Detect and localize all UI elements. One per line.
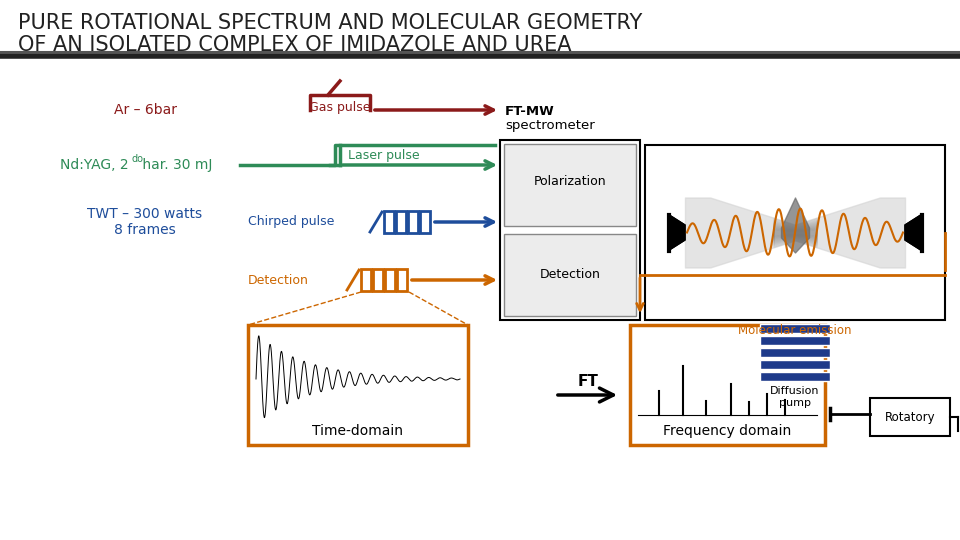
Bar xyxy=(760,348,830,357)
Bar xyxy=(760,348,830,357)
Text: Ar – 6bar: Ar – 6bar xyxy=(113,103,177,117)
Text: do: do xyxy=(131,154,143,164)
Text: Detection: Detection xyxy=(540,268,600,281)
Text: Detection: Detection xyxy=(248,273,309,287)
Bar xyxy=(408,211,418,233)
Bar xyxy=(420,211,430,233)
Bar xyxy=(396,211,406,233)
Text: Nd:YAG, 2: Nd:YAG, 2 xyxy=(60,158,129,172)
Text: Frequency domain: Frequency domain xyxy=(663,424,792,438)
FancyBboxPatch shape xyxy=(504,234,636,316)
Text: Laser pulse: Laser pulse xyxy=(348,148,420,161)
Bar xyxy=(760,372,830,381)
Text: Molecular emission: Molecular emission xyxy=(738,324,852,337)
Text: har. 30 mJ: har. 30 mJ xyxy=(138,158,212,172)
Bar xyxy=(760,336,830,345)
Bar xyxy=(397,269,407,291)
Text: Diffusion
pump: Diffusion pump xyxy=(770,386,820,408)
Text: FT-MW: FT-MW xyxy=(505,105,555,118)
Bar xyxy=(760,336,830,345)
Text: Polarization: Polarization xyxy=(534,175,607,188)
Polygon shape xyxy=(905,214,922,251)
Text: Rotatory: Rotatory xyxy=(885,410,935,423)
Bar xyxy=(760,372,830,381)
Bar xyxy=(361,269,371,291)
FancyBboxPatch shape xyxy=(645,145,945,320)
Text: FT: FT xyxy=(578,374,598,389)
Bar xyxy=(760,360,830,369)
Text: Chirped pulse: Chirped pulse xyxy=(248,215,334,228)
Bar xyxy=(385,269,395,291)
FancyBboxPatch shape xyxy=(500,140,640,320)
FancyBboxPatch shape xyxy=(248,325,468,445)
Polygon shape xyxy=(668,214,685,251)
FancyBboxPatch shape xyxy=(504,144,636,226)
Bar xyxy=(760,360,830,369)
FancyBboxPatch shape xyxy=(870,398,950,436)
FancyBboxPatch shape xyxy=(630,325,825,445)
Bar xyxy=(760,324,830,333)
Bar xyxy=(373,269,383,291)
Text: OF AN ISOLATED COMPLEX OF IMIDAZOLE AND UREA: OF AN ISOLATED COMPLEX OF IMIDAZOLE AND … xyxy=(18,35,571,55)
Text: TWT – 300 watts
8 frames: TWT – 300 watts 8 frames xyxy=(87,207,203,237)
Text: PURE ROTATIONAL SPECTRUM AND MOLECULAR GEOMETRY: PURE ROTATIONAL SPECTRUM AND MOLECULAR G… xyxy=(18,13,642,33)
Text: Gas pulse: Gas pulse xyxy=(309,100,371,113)
Text: spectrometer: spectrometer xyxy=(505,119,595,132)
Bar xyxy=(384,211,394,233)
Bar xyxy=(760,324,830,333)
Text: Time-domain: Time-domain xyxy=(313,424,403,438)
